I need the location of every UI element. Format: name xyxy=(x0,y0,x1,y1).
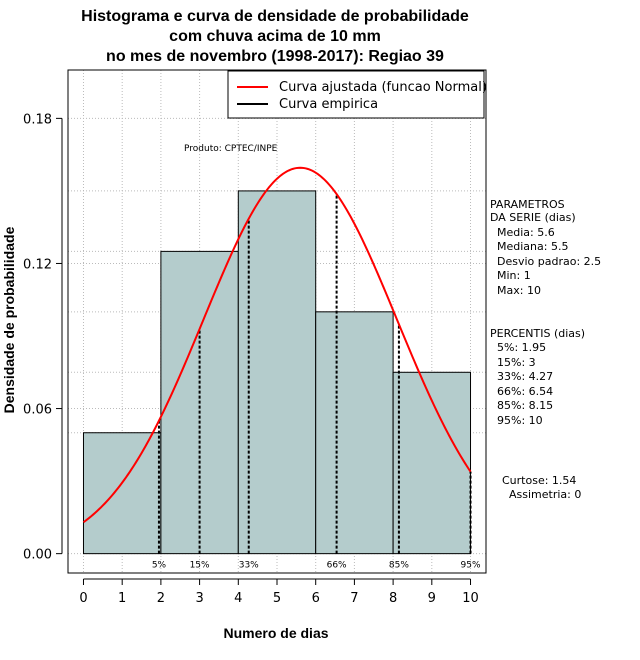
y-tick-label-0: 0.00 xyxy=(23,548,52,563)
curve-layer xyxy=(82,166,472,524)
x-tick-label-4: 4 xyxy=(234,591,242,606)
product-annotation: Produto: CPTEC/INPE xyxy=(184,144,278,154)
legend-fit-label: Curva ajustada (funcao Normal) xyxy=(279,80,487,95)
x-tick-label-0: 0 xyxy=(79,591,87,606)
param-mediana: Mediana: 5.5 xyxy=(497,240,568,253)
pct-66: 66%: 6.54 xyxy=(497,385,553,398)
y-tick-label-3: 0.18 xyxy=(23,112,52,127)
pct-5: 5%: 1.95 xyxy=(497,341,546,354)
assimetria-text: Assimetria: 0 xyxy=(509,488,581,501)
curtose-text: Curtose: 1.54 xyxy=(502,474,576,487)
percentile-label-1: 15% xyxy=(190,561,210,571)
histogram-bar-0 xyxy=(82,432,162,555)
x-tick-label-10: 10 xyxy=(462,591,479,606)
x-tick-label-2: 2 xyxy=(157,591,165,606)
axes-layer: 0 1 2 3 4 5 6 7 8 9 10 0.00 0.06 0.12 0.18 xyxy=(23,112,479,606)
percentile-label-3: 66% xyxy=(327,561,347,571)
pct-85: 85%: 8.15 xyxy=(497,399,553,412)
pct-header: PERCENTIS (dias) xyxy=(490,327,585,340)
x-tick-label-9: 9 xyxy=(428,591,436,606)
percentile-label-4: 85% xyxy=(389,561,409,571)
param-media: Media: 5.6 xyxy=(497,226,555,239)
chart-title-line-3: no mes de novembro (1998-2017): Regiao 3… xyxy=(106,48,444,65)
param-header-1: PARAMETROS xyxy=(490,198,565,211)
x-tick-label-1: 1 xyxy=(118,591,126,606)
percentile-label-5: 95% xyxy=(461,561,481,571)
side-panel-parametros: PARAMETROS DA SERIE (dias) Media: 5.6 Me… xyxy=(490,198,601,297)
bars-layer xyxy=(82,190,472,555)
normal-fit-curve xyxy=(82,166,472,524)
histogram-bar-3 xyxy=(315,311,394,555)
x-axis-label: Numero de dias xyxy=(223,625,328,641)
pct-95: 95%: 10 xyxy=(497,414,543,427)
legend-empirical-label: Curva empirica xyxy=(279,97,378,112)
plot-frame xyxy=(67,69,487,574)
chart-title-line-1: Histograma e curva de densidade de proba… xyxy=(81,8,469,25)
pct-33: 33%: 4.27 xyxy=(497,370,553,383)
side-panel-percentis: PERCENTIS (dias) 5%: 1.95 15%: 3 33%: 4.… xyxy=(490,327,585,427)
legend: Curva ajustada (funcao Normal) Curva emp… xyxy=(227,70,487,119)
y-tick-label-2: 0.12 xyxy=(23,257,52,272)
chart-title-line-2: com chuva acima de 10 mm xyxy=(169,28,381,45)
percentile-label-2: 33% xyxy=(239,561,259,571)
percentile-label-0: 5% xyxy=(152,561,167,571)
x-tick-label-6: 6 xyxy=(312,591,320,606)
pct-15: 15%: 3 xyxy=(497,356,536,369)
x-tick-label-7: 7 xyxy=(350,591,358,606)
y-tick-label-1: 0.06 xyxy=(23,403,52,418)
legend-box xyxy=(227,70,485,119)
param-desvio: Desvio padrao: 2.5 xyxy=(497,255,601,268)
x-tick-label-8: 8 xyxy=(389,591,397,606)
histogram-bar-2 xyxy=(237,190,317,555)
y-axis-label: Densidade de probabilidade xyxy=(1,226,17,413)
x-tick-label-5: 5 xyxy=(273,591,281,606)
percentile-layer: 5% 15% 33% 66% 85% 95% xyxy=(152,194,481,571)
x-tick-label-3: 3 xyxy=(195,591,203,606)
param-min: Min: 1 xyxy=(497,269,531,282)
param-header-2: DA SERIE (dias) xyxy=(490,211,576,224)
param-max: Max: 10 xyxy=(497,284,541,297)
